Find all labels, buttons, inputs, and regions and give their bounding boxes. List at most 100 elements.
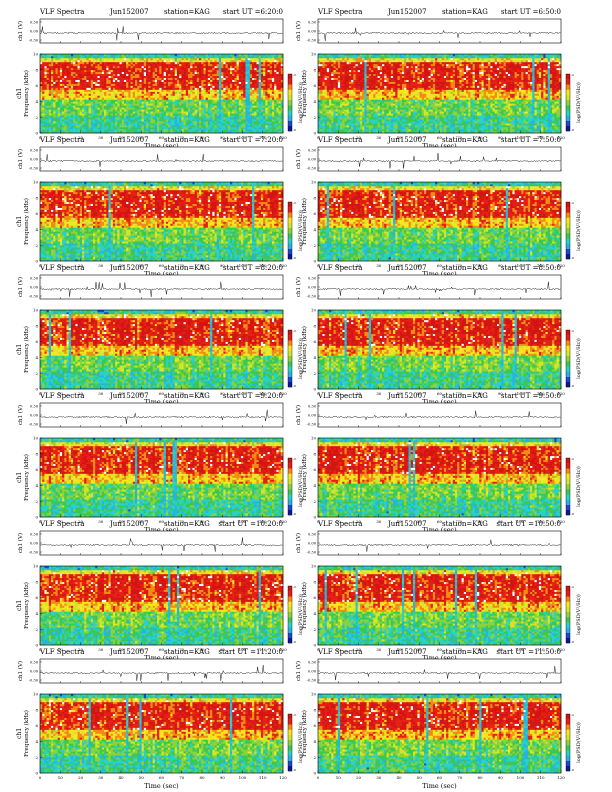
heatmap-cell <box>51 103 54 105</box>
heatmap-cell <box>40 101 43 103</box>
heatmap-cell <box>67 111 70 113</box>
heatmap-cell <box>55 94 58 96</box>
heatmap-cell <box>64 119 67 121</box>
heatmap-cell <box>64 58 67 60</box>
heatmap-cell <box>49 54 52 56</box>
heatmap-cell <box>62 95 65 97</box>
heatmap-cell <box>55 84 58 86</box>
heatmap-cell <box>49 107 52 109</box>
heatmap-cell <box>55 115 58 117</box>
heatmap-cell <box>44 95 47 97</box>
heatmap-cell <box>73 103 76 105</box>
heatmap-cell <box>73 107 76 109</box>
heatmap-cell <box>67 113 70 115</box>
heatmap-cell <box>67 107 70 109</box>
heatmap-cell <box>51 92 54 94</box>
heatmap-cell <box>71 107 74 109</box>
heatmap-cell <box>71 78 74 80</box>
heatmap-cell <box>51 99 54 101</box>
heatmap-cell <box>55 107 58 109</box>
heatmap-cell <box>40 125 43 127</box>
heatmap-cell <box>62 78 65 80</box>
heatmap-cell <box>53 129 56 131</box>
heatmap-cell <box>71 72 74 74</box>
heatmap-cell <box>78 115 81 117</box>
heatmap-cell <box>40 94 43 96</box>
heatmap-cell <box>51 66 54 68</box>
heatmap-cell <box>40 58 43 60</box>
heatmap-cell <box>69 123 72 125</box>
heatmap-cell <box>78 123 81 125</box>
heatmap-cell <box>44 72 47 74</box>
heatmap-cell <box>78 109 81 111</box>
heatmap-cell <box>64 121 67 123</box>
heatmap-cell <box>62 90 65 92</box>
heatmap-cell <box>42 125 45 127</box>
heatmap-cell <box>55 125 58 127</box>
heatmap-cell <box>47 109 50 111</box>
heatmap-cell <box>78 105 81 107</box>
heatmap-cell <box>71 113 74 115</box>
heatmap-cell <box>51 97 54 99</box>
heatmap-cell <box>44 107 47 109</box>
heatmap-cell <box>51 90 54 92</box>
heatmap-cell <box>55 66 58 68</box>
heatmap-cell <box>47 107 50 109</box>
heatmap-cell <box>58 117 61 119</box>
heatmap-cell <box>40 56 43 58</box>
heatmap-cell <box>64 109 67 111</box>
heatmap-cell <box>64 84 67 86</box>
heatmap-cell <box>53 76 56 78</box>
heatmap-cell <box>47 60 50 62</box>
heatmap-cell <box>58 86 61 88</box>
heatmap-cell <box>71 105 74 107</box>
heatmap-cell <box>53 60 56 62</box>
heatmap-cell <box>67 60 70 62</box>
heatmap-cell <box>51 125 54 127</box>
heatmap-cell <box>62 56 65 58</box>
heatmap-cell <box>73 111 76 113</box>
heatmap-cell <box>49 58 52 60</box>
heatmap-cell <box>78 127 81 129</box>
heatmap-cell <box>42 123 45 125</box>
heatmap-cell <box>67 84 70 86</box>
heatmap-cell <box>49 64 52 66</box>
heatmap-cell <box>58 54 61 56</box>
heatmap-cell <box>44 86 47 88</box>
heatmap-cell <box>53 105 56 107</box>
heatmap-cell <box>47 123 50 125</box>
heatmap-cell <box>55 58 58 60</box>
heatmap-cell <box>75 86 78 88</box>
heatmap-cell <box>78 117 81 119</box>
heatmap-cell <box>69 60 72 62</box>
heatmap-cell <box>60 86 63 88</box>
heatmap-cell <box>42 72 45 74</box>
heatmap-cell <box>71 68 74 70</box>
heatmap-cell <box>53 86 56 88</box>
heatmap-cell <box>42 78 45 80</box>
heatmap-cell <box>73 113 76 115</box>
heatmap-cell <box>42 95 45 97</box>
heatmap-cell <box>67 78 70 80</box>
heatmap-cell <box>75 56 78 58</box>
heatmap-cell <box>69 101 72 103</box>
heatmap-cell <box>73 68 76 70</box>
heatmap-cell <box>49 62 52 64</box>
heatmap-cell <box>64 97 67 99</box>
heatmap-cell <box>58 64 61 66</box>
heatmap-cell <box>47 84 50 86</box>
heatmap-cell <box>42 84 45 86</box>
heatmap-cell <box>53 56 56 58</box>
heatmap-cell <box>42 107 45 109</box>
heatmap-cell <box>67 129 70 131</box>
heatmap-cell <box>40 62 43 64</box>
heatmap-cell <box>47 119 50 121</box>
heatmap-cell <box>44 94 47 96</box>
heatmap-cell <box>71 80 74 82</box>
heatmap-cell <box>55 54 58 56</box>
heatmap-cell <box>53 123 56 125</box>
heatmap-cell <box>69 74 72 76</box>
heatmap-cell <box>69 78 72 80</box>
heatmap-cell <box>42 88 45 90</box>
heatmap-cell <box>73 101 76 103</box>
